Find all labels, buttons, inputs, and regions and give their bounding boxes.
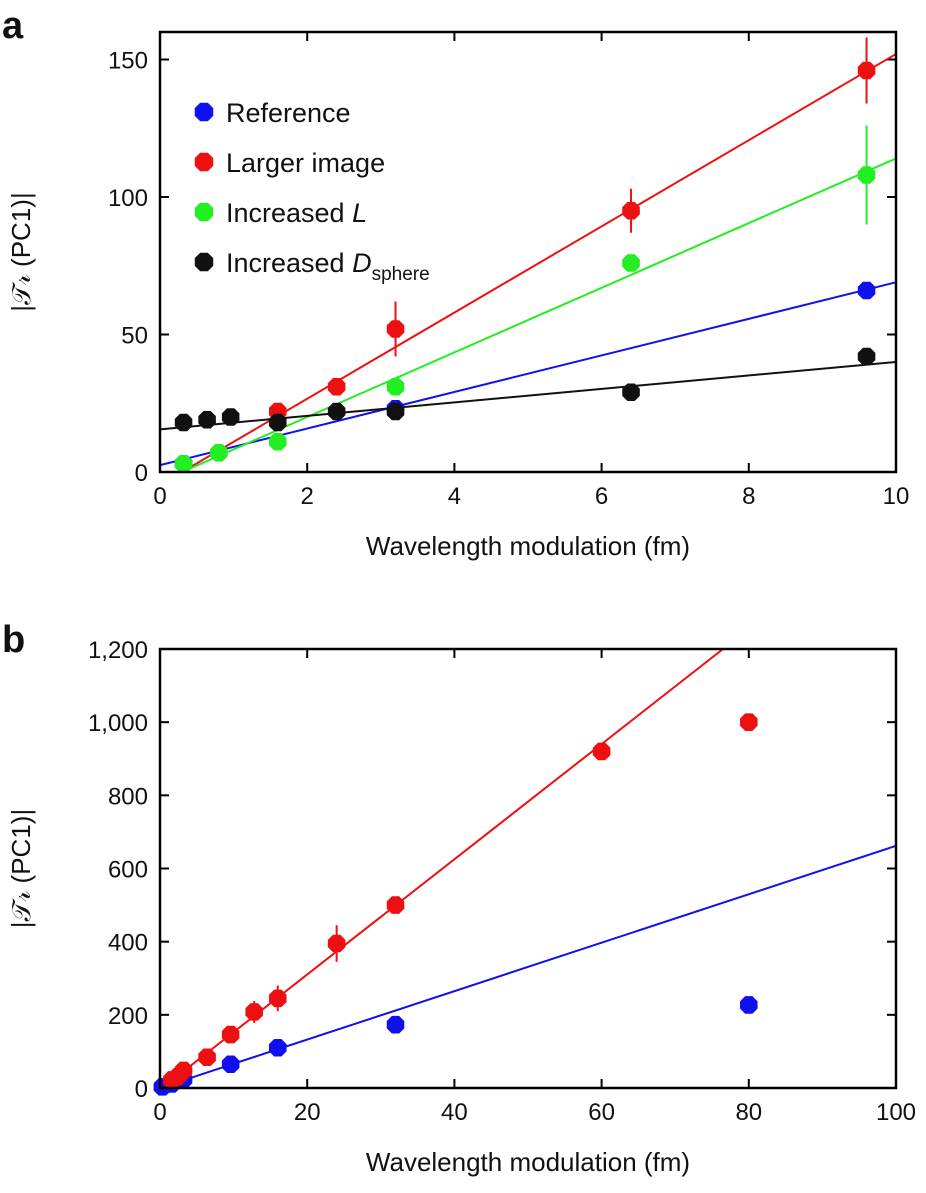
x-tick-label: 0 [153,483,166,510]
y-tick-label: 150 [108,48,148,75]
data-point [740,996,758,1014]
data-point [386,402,405,421]
data-point [622,383,640,402]
data-point [622,254,640,272]
data-point [221,1025,240,1044]
data-point [857,61,876,80]
y-tick-label: 400 [108,930,148,957]
y-tick-label: 1,200 [88,637,148,664]
x-axis-label: Wavelength modulation (fm) [366,1147,690,1177]
data-point [386,320,405,338]
fit-line [181,53,896,472]
data-point [592,742,611,761]
chart-panel-b: 0 20 40 60 80 100 0 200 400 600 800 1,000 1,200 Wavel… [6,637,916,1177]
panel-label-b: b [2,619,25,661]
data-point [622,201,640,220]
plot-frame [158,647,898,1090]
y-tick-label: 0 [135,460,148,487]
data-point [268,432,287,451]
y-axis-label: |𝒯𝓇 (PC1)| [6,809,36,928]
data-point [386,1015,405,1034]
data-point [268,989,287,1008]
x-tick-label: 80 [735,1099,762,1126]
data-point [857,281,876,300]
data-point [174,413,193,432]
data-point [210,443,228,462]
y-axis-label: |𝒯𝓇 (PC1)| [6,192,36,311]
data-point [327,402,346,421]
x-tick-label: 0 [153,1099,166,1126]
x-tick-label: 2 [301,483,314,510]
legend-label: Increased L [226,198,367,228]
y-tick-label: 800 [108,783,148,810]
data-point [198,410,216,429]
x-tick-label: 10 [883,483,910,510]
x-tick-label: 4 [448,483,461,510]
fit-line [181,157,896,472]
data-point [268,1038,287,1057]
y-tick-label: 600 [108,857,148,884]
data-point [327,934,346,953]
panel-label-a: a [2,5,24,47]
y-tick-label: 1,000 [88,710,148,737]
data-point [740,713,758,731]
data-point [327,377,346,396]
data-point [245,1003,263,1021]
data-point [857,166,876,184]
x-axis-label: Wavelength modulation (fm) [366,531,690,561]
x-tick-label: 20 [294,1099,321,1126]
plot-frame [158,30,898,474]
legend-label: Larger image [226,148,385,178]
legend-marker [194,102,214,122]
y-tick-label: 100 [108,185,148,212]
x-tick-label: 40 [441,1099,468,1126]
legend-marker [194,152,214,172]
data-point [221,1055,240,1073]
y-tick-label: 0 [135,1076,148,1103]
x-tick-label: 100 [876,1099,916,1126]
legend-marker [194,202,214,222]
data-point [174,1061,193,1080]
data-point [221,408,240,426]
data-point [268,413,287,432]
x-tick-label: 60 [588,1099,615,1126]
y-tick-label: 200 [108,1003,148,1030]
data-point [198,1048,216,1067]
legend-label: Reference [226,98,351,128]
x-tick-label: 6 [595,483,608,510]
fit-line [161,649,724,1088]
legend-label: Increased Dsphere [226,248,430,285]
legend-marker [194,252,214,272]
data-point [386,896,405,914]
y-tick-label: 50 [121,323,148,350]
x-tick-label: 8 [742,483,755,510]
data-point [174,454,193,473]
data-point [386,377,405,396]
data-point [857,347,876,366]
